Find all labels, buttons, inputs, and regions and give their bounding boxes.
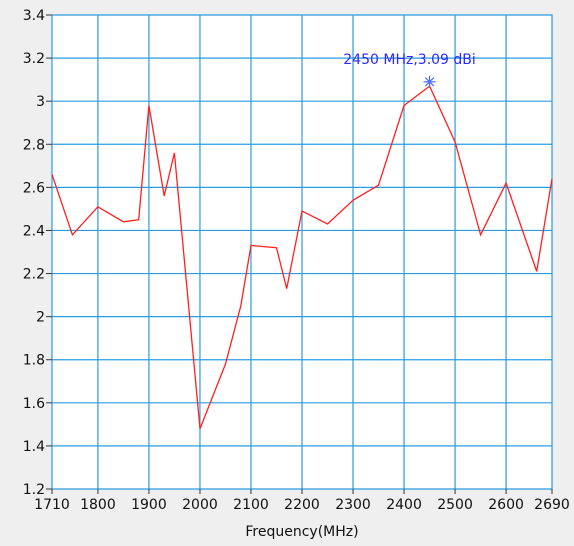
data-point	[326, 222, 329, 225]
data-point	[352, 199, 355, 202]
data-point	[249, 244, 252, 247]
data-point	[122, 220, 125, 223]
data-point	[454, 141, 457, 144]
data-point	[96, 205, 99, 208]
x-tick-label: 2000	[182, 497, 218, 513]
data-point	[403, 104, 406, 107]
series-layer	[51, 85, 554, 430]
y-tick-label: 2.8	[23, 137, 45, 153]
data-point	[163, 194, 166, 197]
annotation-label: 2450 MHz,3.09 dBi	[343, 52, 476, 68]
y-tick-label: 1.6	[23, 396, 45, 412]
x-tick-label: 1900	[131, 497, 167, 513]
y-tick-label: 1.4	[23, 439, 45, 455]
data-point	[505, 182, 508, 185]
y-tick-label: 3	[36, 94, 45, 110]
x-axis-title: Frequency(MHz)	[245, 524, 358, 540]
series-line	[51, 85, 553, 429]
x-tick-label: 1710	[34, 497, 70, 513]
tick-labels: 1710 1800 1900 2000 2100 2200 2300 2400 2500 2600…	[23, 8, 570, 513]
data-point	[71, 233, 74, 236]
data-point	[275, 246, 278, 249]
y-tick-label: 2.6	[23, 180, 45, 196]
annotation-marker-star	[423, 75, 436, 88]
x-tick-label: 2600	[488, 497, 524, 513]
data-point	[198, 427, 201, 430]
y-tick-label: 1.8	[23, 353, 45, 369]
data-point	[239, 304, 242, 307]
data-point	[147, 104, 150, 107]
data-point	[51, 173, 54, 176]
data-point	[377, 184, 380, 187]
data-point	[551, 177, 554, 180]
data-point	[535, 270, 538, 273]
y-tick-label: 2.2	[23, 267, 45, 283]
data-point	[301, 210, 304, 213]
y-tick-label: 2.4	[23, 223, 45, 239]
x-tick-label: 2100	[233, 497, 269, 513]
y-tick-label: 3.2	[23, 51, 45, 67]
x-tick-label: 2500	[437, 497, 473, 513]
x-tick-label: 2690	[534, 497, 570, 513]
x-tick-label: 1800	[80, 497, 116, 513]
y-tick-label: 3.4	[23, 8, 45, 24]
x-tick-label: 2200	[284, 497, 320, 513]
annotation-layer: 2450 MHz,3.09 dBi	[343, 52, 476, 88]
y-tick-label: 2	[36, 310, 45, 326]
grid-lines	[51, 14, 553, 490]
data-point	[224, 363, 227, 366]
data-point	[137, 218, 140, 221]
x-tick-label: 2400	[386, 497, 422, 513]
data-point	[479, 233, 482, 236]
x-tick-label: 2300	[335, 497, 371, 513]
y-tick-label: 1.2	[23, 482, 45, 498]
data-point	[285, 287, 288, 290]
data-point	[173, 151, 176, 154]
